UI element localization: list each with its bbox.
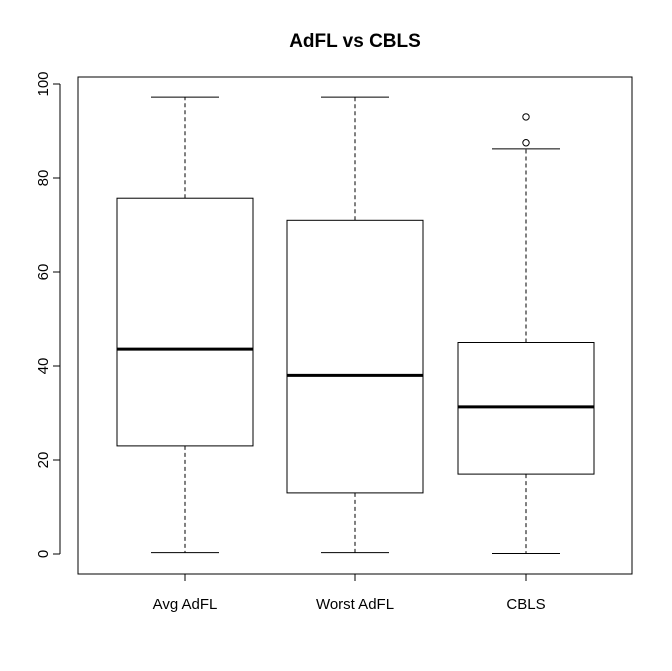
x-category-label: CBLS [506, 596, 545, 613]
y-tick-label-100: 100 [35, 71, 52, 96]
outlier-point [522, 113, 530, 121]
y-tick-label-40: 40 [35, 358, 52, 375]
box-group [116, 96, 595, 555]
box-2 [457, 113, 595, 555]
box-iqr [116, 197, 254, 447]
box-iqr [286, 219, 424, 494]
chart-title: AdFL vs CBLS [289, 31, 421, 52]
outlier-point [522, 139, 530, 147]
y-tick-label-80: 80 [35, 170, 52, 187]
box-1 [286, 96, 424, 554]
y-tick-label-0: 0 [35, 550, 52, 558]
y-tick-label-60: 60 [35, 264, 52, 281]
x-category-label: Worst AdFL [316, 596, 394, 613]
y-axis: 0 20 40 60 80 100 [35, 71, 61, 558]
x-category-label: Avg AdFL [153, 596, 218, 613]
box-0 [116, 96, 254, 554]
y-tick-label-20: 20 [35, 452, 52, 469]
x-axis: Avg AdFL Worst AdFL CBLS [153, 573, 546, 613]
